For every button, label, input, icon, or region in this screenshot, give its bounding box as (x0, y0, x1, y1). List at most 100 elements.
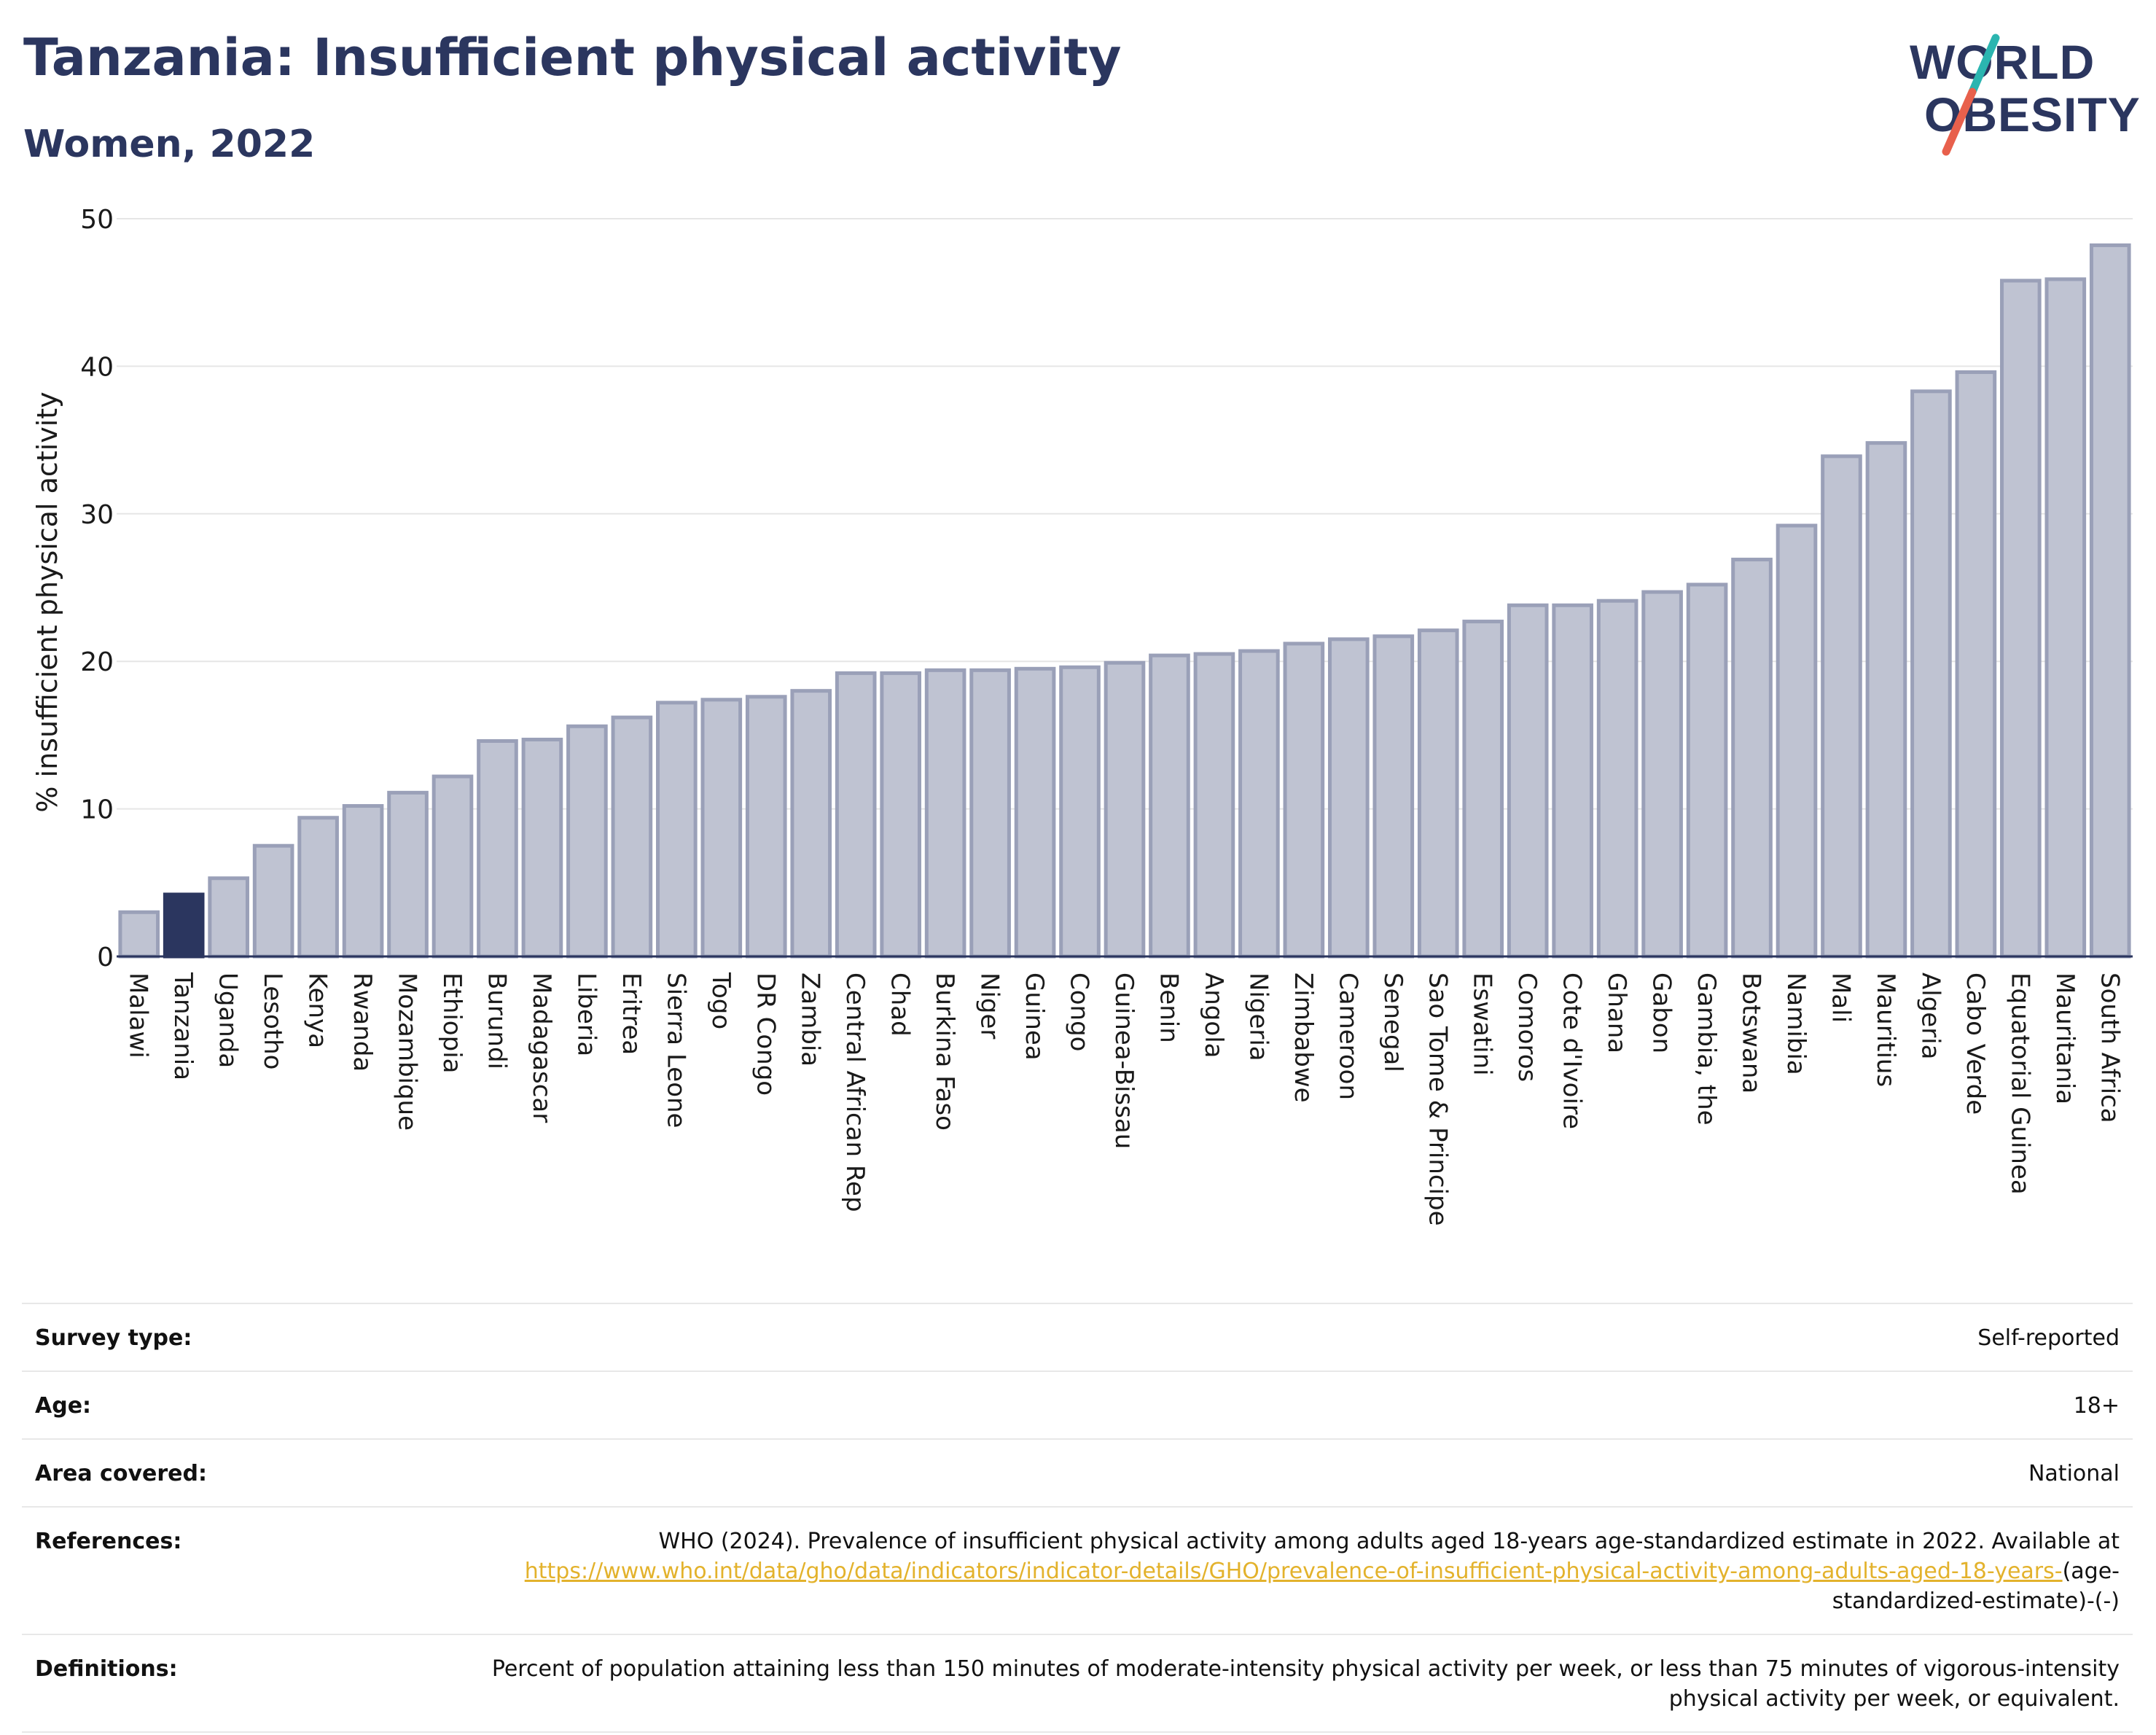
x-tick-label: Cameroon (1333, 972, 1362, 1100)
page-title: Tanzania: Insufficient physical activity (23, 28, 1122, 87)
bar (1149, 653, 1190, 959)
bar (252, 843, 294, 959)
bars (118, 243, 2131, 959)
y-axis-label: % insufficient physical activity (31, 391, 63, 812)
x-tick-label: Mauritania (2050, 972, 2079, 1104)
y-tick-label: 30 (80, 500, 114, 530)
bar (1328, 637, 1370, 959)
x-tick-label: DR Congo (751, 972, 780, 1096)
references-label: References: (22, 1506, 427, 1634)
bar (1821, 454, 1862, 959)
bar-chart: 0 10 20 30 40 50 Malawi Tanzania Uganda Lesotho K… (31, 205, 2133, 1226)
x-tick-label: Zimbabwe (1289, 972, 1318, 1103)
x-tick-label: Eswatini (1468, 972, 1497, 1076)
x-tick-label: Cote d'Ivoire (1558, 972, 1587, 1129)
bar (1014, 666, 1056, 959)
bar (1641, 590, 1683, 959)
x-tick-label: South Africa (2095, 972, 2124, 1123)
bar (566, 724, 608, 959)
references-link[interactable]: https://www.who.int/data/gho/data/indica… (524, 1559, 2063, 1584)
x-tick-label: Chad (886, 972, 915, 1037)
bar (1955, 370, 1997, 959)
x-tick-label: Guinea-Bissau (1109, 972, 1138, 1149)
page-subtitle: Women, 2022 (23, 122, 316, 166)
x-tick-label: Burundi (482, 972, 511, 1069)
x-tick-label: Gambia, the (1692, 972, 1721, 1126)
bar (1776, 523, 1818, 959)
table-row: Area covered: National (22, 1438, 2133, 1507)
references-link-suffix: (age-standardized-estimate)-(-) (1832, 1559, 2120, 1614)
bar (1238, 649, 1280, 959)
x-tick-label: Ethiopia (437, 972, 466, 1073)
bar (1596, 599, 1639, 959)
logo-slash-top (1968, 34, 2000, 96)
bar (2044, 277, 2087, 959)
bar (1104, 660, 1146, 959)
table-row: Age: 18+ (22, 1371, 2133, 1439)
x-tick-label: Kenya (303, 972, 332, 1048)
bar (1283, 642, 1325, 959)
bar (1865, 441, 1907, 959)
bar (1552, 603, 1593, 959)
y-tick-label: 40 (80, 352, 114, 382)
x-tick-label: Lesotho (258, 972, 287, 1069)
y-tick-label: 0 (97, 943, 114, 972)
x-tick-label: Burkina Faso (930, 972, 959, 1131)
bar (2000, 278, 2042, 959)
y-tick-label: 20 (80, 647, 114, 677)
bar (880, 671, 921, 959)
x-tick-label: Madagascar (527, 972, 556, 1123)
survey-type-value: Self-reported (427, 1303, 2133, 1371)
logo-slash-bottom (1942, 87, 1977, 156)
world-obesity-logo: WORLD OBESITY (1910, 34, 2140, 156)
age-label: Age: (22, 1371, 427, 1439)
metadata-table: Survey type: Self-reported Age: 18+ Area… (22, 1303, 2133, 1733)
definitions-label: Definitions: (22, 1634, 427, 1733)
y-tick-label: 10 (80, 795, 114, 825)
bar (969, 668, 1011, 959)
bar (924, 668, 966, 959)
bar (477, 738, 518, 959)
x-tick-label: Equatorial Guinea (2005, 972, 2034, 1195)
bar (1059, 665, 1101, 959)
x-tick-label: Uganda (214, 972, 243, 1068)
bar (1372, 634, 1415, 959)
bar (700, 698, 743, 959)
bar (431, 774, 474, 959)
x-tick-label: Sierra Leone (661, 972, 690, 1128)
x-tick-label: Rwanda (348, 972, 377, 1072)
x-tick-label: Botswana (1737, 972, 1766, 1093)
x-tick-label: Ghana (1602, 972, 1631, 1053)
bar (297, 816, 339, 959)
x-tick-label: Benin (1154, 972, 1183, 1043)
x-tick-label: Mozambique (393, 972, 422, 1131)
x-tick-label: Cabo Verde (1961, 972, 1990, 1115)
bar (745, 695, 787, 959)
bar (342, 804, 384, 959)
bar (1462, 620, 1504, 959)
age-value: 18+ (427, 1371, 2133, 1439)
table-row: References: WHO (2024). Prevalence of in… (22, 1506, 2133, 1634)
x-tick-label: Angola (1199, 972, 1228, 1058)
x-tick-label: Algeria (1915, 972, 1945, 1059)
x-tick-label: Guinea (1020, 972, 1049, 1061)
x-tick-label: Mauritius (1871, 972, 1900, 1087)
x-tick-label: Niger (975, 972, 1004, 1039)
x-tick-label: Senegal (1378, 972, 1407, 1072)
table-row: Survey type: Self-reported (22, 1303, 2133, 1371)
x-tick-label: Comoros (1512, 972, 1542, 1082)
x-tick-label: Central African Rep (840, 972, 870, 1212)
x-tick-label: Zambia (796, 972, 825, 1067)
x-tick-label: Nigeria (1243, 972, 1273, 1061)
y-tick-labels: 0 10 20 30 40 50 (80, 205, 114, 972)
references-value: WHO (2024). Prevalence of insufficient p… (427, 1506, 2133, 1634)
bar (656, 701, 698, 959)
y-tick-label: 50 (80, 205, 114, 235)
logo-line1: WORLD (1910, 35, 2095, 89)
area-covered-label: Area covered: (22, 1438, 427, 1507)
bar (790, 689, 832, 959)
definitions-value: Percent of population attaining less tha… (427, 1634, 2133, 1733)
bar (208, 876, 249, 959)
references-text: WHO (2024). Prevalence of insufficient p… (658, 1529, 2120, 1554)
area-covered-value: National (427, 1438, 2133, 1507)
